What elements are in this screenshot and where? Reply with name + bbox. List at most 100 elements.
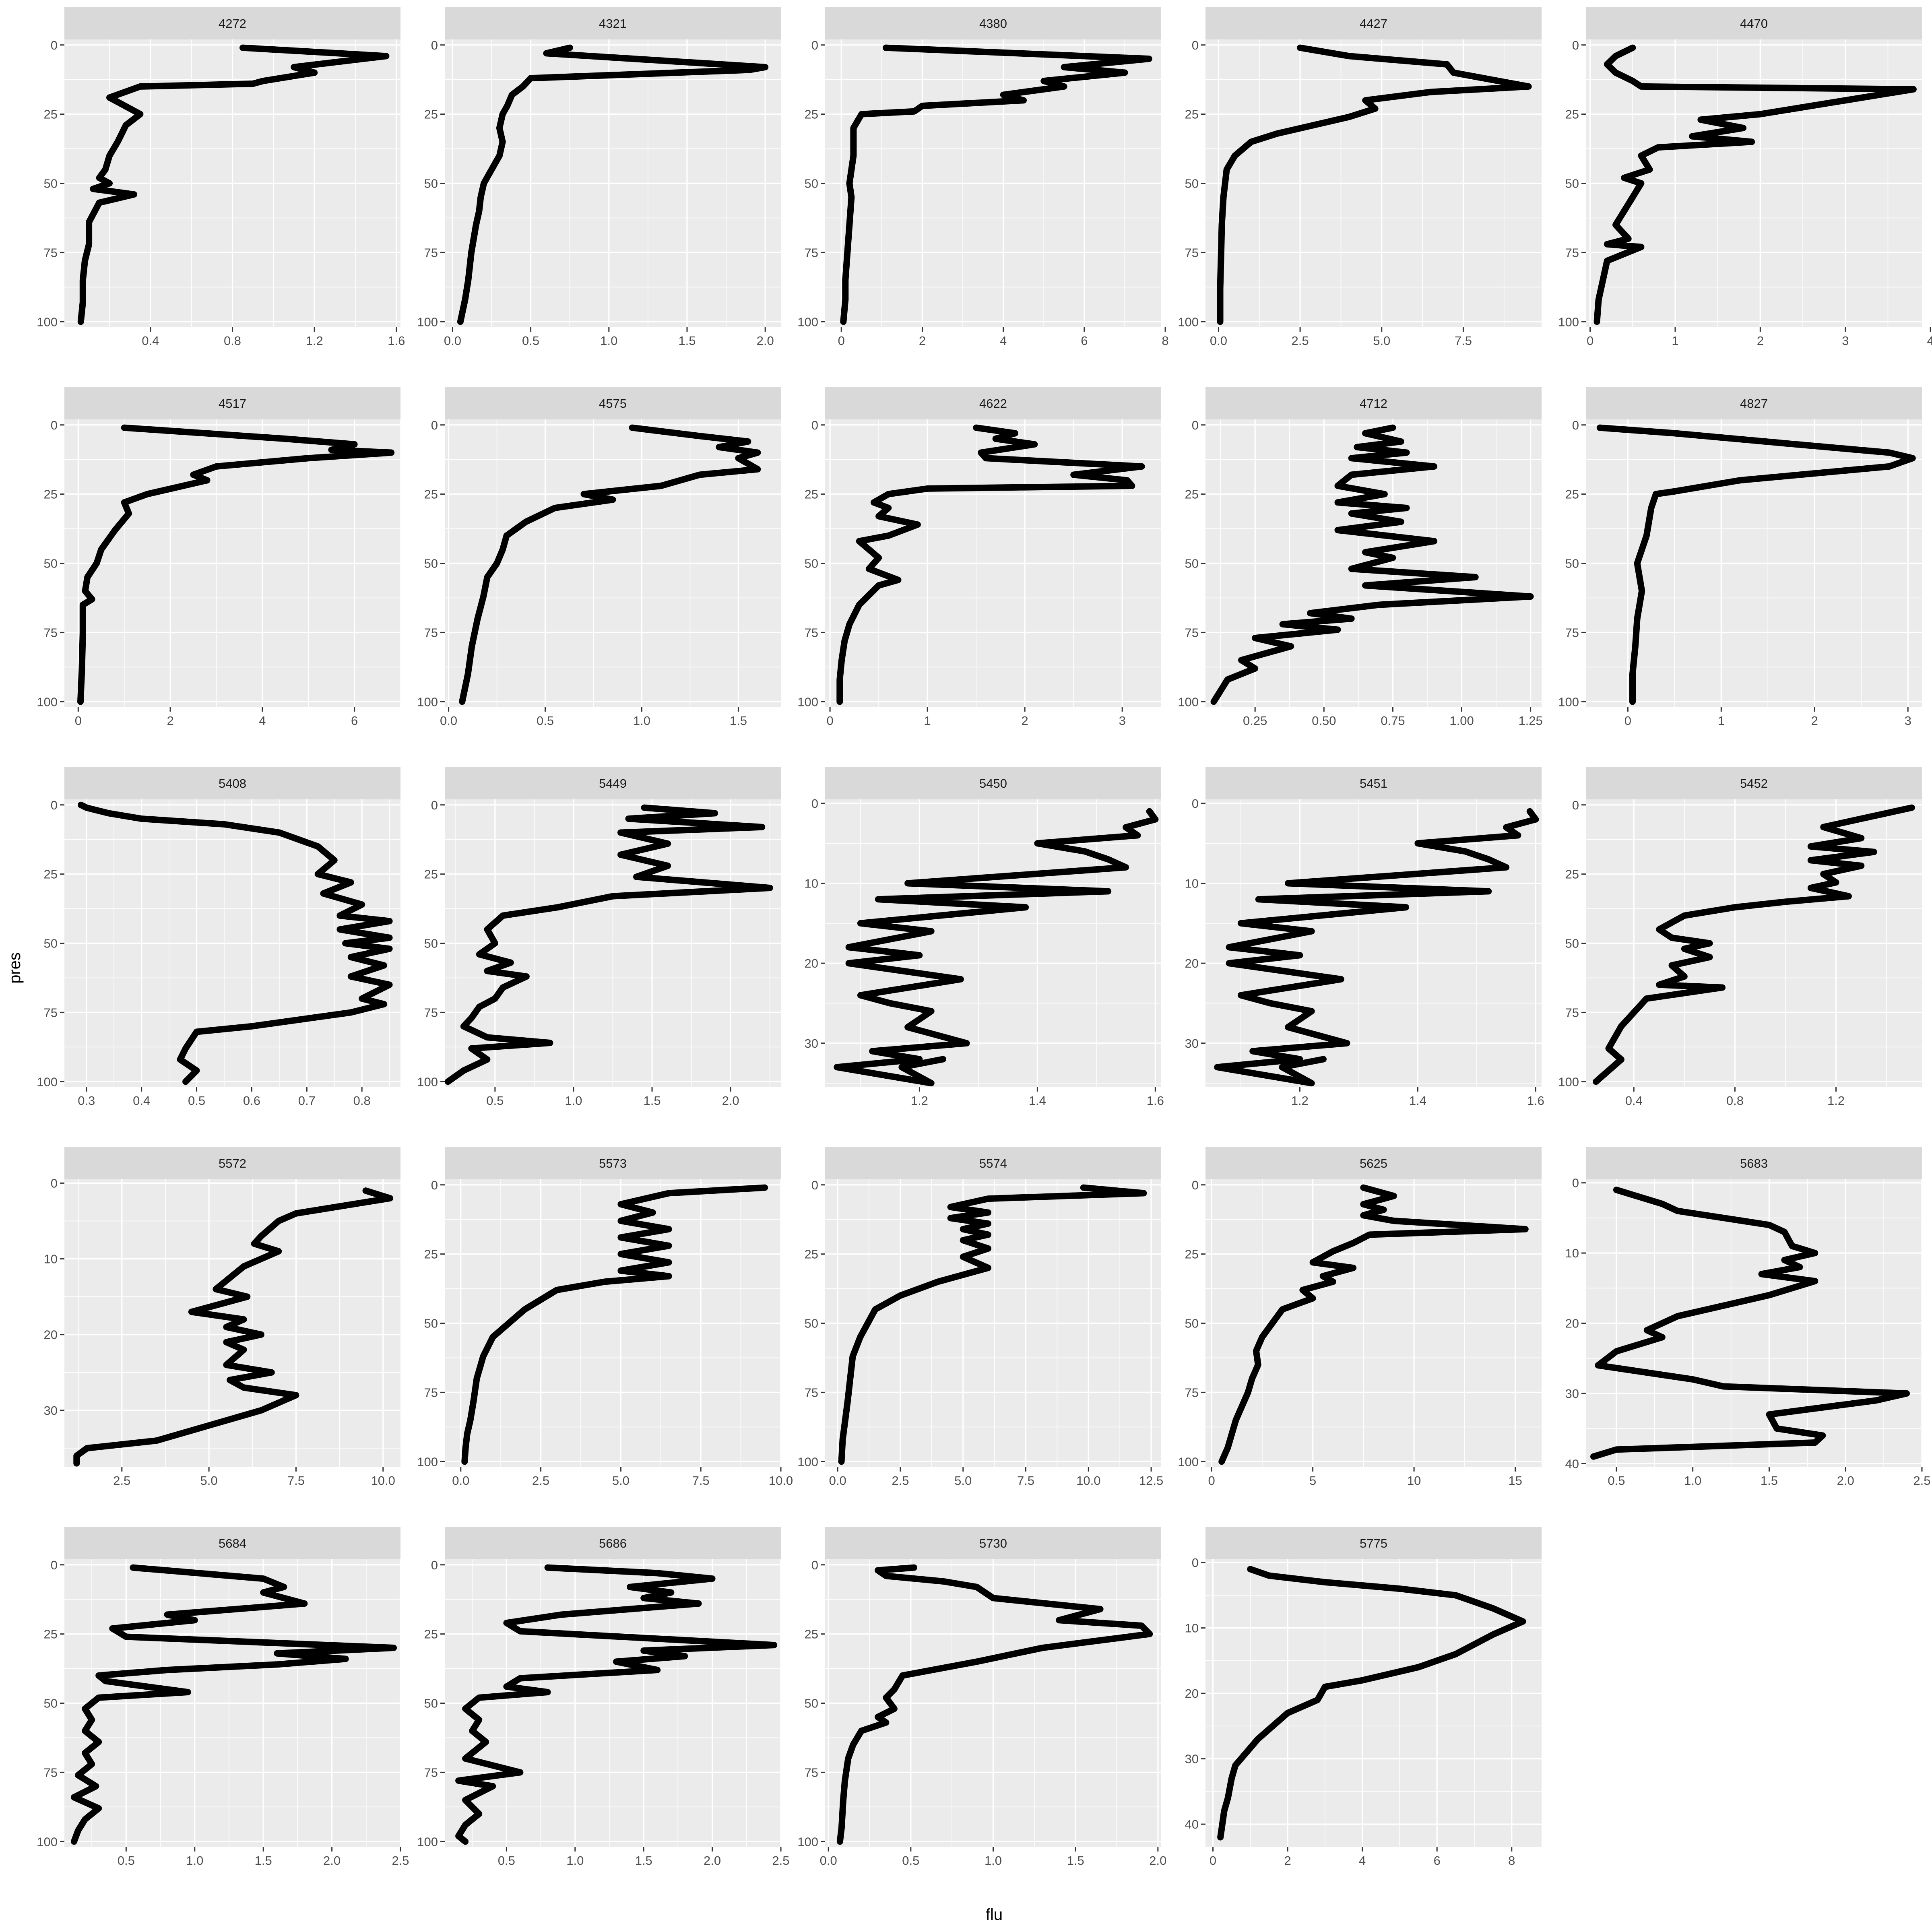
y-tick-label: 75 <box>805 1765 818 1779</box>
x-tick-label: 1.5 <box>643 1094 661 1108</box>
facet-strip <box>64 767 400 799</box>
y-tick-label: 50 <box>44 937 58 951</box>
x-tick-label: 4 <box>1359 1854 1366 1868</box>
y-tick-label: 25 <box>424 1627 438 1641</box>
x-tick-label: 7.5 <box>692 1474 710 1488</box>
x-tick-label: 0 <box>1624 714 1631 728</box>
x-tick-label: 1.4 <box>1409 1094 1426 1108</box>
facet-panel-5573: 5573 0.0 2.5 5.0 7.5 10.0 0 25 50 75 100 <box>417 1147 793 1488</box>
x-tick-label: 10.0 <box>371 1474 395 1488</box>
y-tick-label: 100 <box>1178 695 1199 709</box>
y-tick-label: 40 <box>1565 1457 1579 1471</box>
facet-panel-5730: 5730 0.0 0.5 1.0 1.5 2.0 0 25 50 75 100 <box>797 1527 1166 1868</box>
y-tick-label: 25 <box>44 1627 58 1641</box>
x-tick-label: 7.5 <box>1455 334 1472 348</box>
x-tick-label: 0 <box>1210 1854 1216 1868</box>
y-tick-label: 50 <box>1565 937 1579 951</box>
x-tick-label: 1.0 <box>565 1094 582 1108</box>
y-tick-label: 0 <box>1572 418 1579 432</box>
y-tick-label: 25 <box>44 487 58 502</box>
y-tick-label: 50 <box>805 1697 818 1711</box>
x-tick-label: 2.0 <box>704 1854 721 1868</box>
facet-strip <box>64 1527 400 1559</box>
x-tick-label: 2 <box>1757 334 1764 348</box>
x-tick-label: 1.5 <box>1067 1854 1084 1868</box>
panel-background <box>1205 1559 1542 1847</box>
x-tick-label: 0.8 <box>224 334 241 348</box>
y-tick-label: 75 <box>805 625 818 640</box>
y-tick-label: 25 <box>1565 867 1579 881</box>
x-tick-label: 1.0 <box>600 334 617 348</box>
y-tick-label: 50 <box>44 1697 58 1711</box>
x-tick-label: 1.6 <box>1147 1094 1164 1108</box>
y-tick-label: 25 <box>424 487 438 502</box>
x-tick-label: 1.6 <box>1527 1094 1544 1108</box>
facet-strip <box>445 387 781 419</box>
facet-panel-5408: 5408 0.3 0.4 0.5 0.6 0.7 0.8 0 25 50 75 100 <box>37 767 400 1108</box>
profile-line-5683 <box>1590 1187 1910 1460</box>
x-tick-label: 2.0 <box>1837 1474 1854 1488</box>
facet-strip-label: 5572 <box>219 1156 246 1170</box>
facet-panel-4517: 4517 0 2 4 6 0 25 50 75 100 <box>37 387 401 728</box>
x-tick-label: 4 <box>1000 334 1007 348</box>
y-tick-label: 25 <box>1185 1247 1199 1261</box>
y-tick-label: 50 <box>805 557 818 571</box>
y-tick-label: 0 <box>51 1176 58 1190</box>
facet-strip <box>825 1527 1161 1559</box>
y-tick-label: 10 <box>1565 1246 1579 1260</box>
profile-line-5684 <box>70 1564 397 1845</box>
facet-strip-label: 4575 <box>599 396 627 411</box>
x-tick-label: 0.5 <box>486 1094 504 1108</box>
profile-line-4272 <box>77 44 390 325</box>
y-tick-label: 30 <box>1185 1036 1199 1051</box>
profile-line-4575 <box>459 424 761 705</box>
facet-panel-5452: 5452 0.4 0.8 1.2 0 25 50 75 100 <box>1558 767 1922 1108</box>
y-tick-label: 25 <box>424 107 438 122</box>
y-tick-label: 0 <box>1192 797 1199 811</box>
facet-panel-4321: 4321 0.0 0.5 1.0 1.5 2.0 0 25 50 75 100 <box>417 7 781 348</box>
x-tick-label: 0.0 <box>1210 334 1227 348</box>
y-tick-label: 75 <box>424 246 438 260</box>
y-tick-label: 0 <box>431 38 438 52</box>
profile-line-5450 <box>834 808 1159 1087</box>
y-tick-label: 50 <box>1565 177 1579 191</box>
y-tick-label: 0 <box>51 1558 58 1572</box>
x-axis-title: flu <box>986 1906 1003 1924</box>
profile-line-4517 <box>77 424 395 705</box>
y-tick-label: 0 <box>1572 1176 1579 1190</box>
profile-line-4712 <box>1210 424 1534 705</box>
y-tick-label: 25 <box>424 1247 438 1261</box>
x-tick-label: 6 <box>1081 334 1088 348</box>
x-tick-label: 4 <box>1927 334 1932 348</box>
profile-line-4827 <box>1596 424 1916 705</box>
y-tick-label: 20 <box>1185 956 1199 970</box>
x-tick-label: 0.5 <box>118 1854 135 1868</box>
y-tick-label: 10 <box>1185 1621 1199 1635</box>
y-tick-label: 25 <box>44 867 58 881</box>
y-tick-label: 30 <box>1185 1752 1199 1766</box>
y-tick-label: 50 <box>805 177 818 191</box>
y-tick-label: 25 <box>1565 107 1579 122</box>
y-tick-label: 50 <box>424 1317 438 1331</box>
facet-strip-label: 5684 <box>219 1536 246 1550</box>
facet-panel-5625: 5625 0 5 10 15 0 25 50 75 100 <box>1178 1147 1542 1488</box>
y-tick-label: 0 <box>51 418 58 432</box>
y-tick-label: 0 <box>811 1558 818 1572</box>
facet-strip <box>1205 1527 1542 1559</box>
y-tick-label: 100 <box>37 1075 58 1089</box>
x-tick-label: 0 <box>826 714 833 728</box>
y-tick-label: 100 <box>37 695 58 709</box>
y-tick-label: 0 <box>51 38 58 52</box>
y-tick-label: 20 <box>44 1328 58 1342</box>
y-tick-label: 0 <box>431 418 438 432</box>
x-tick-label: 3 <box>1905 714 1911 728</box>
x-tick-label: 10 <box>1407 1474 1421 1488</box>
x-tick-label: 2 <box>1284 1854 1291 1868</box>
y-tick-label: 75 <box>424 1005 438 1020</box>
profile-line-5408 <box>78 801 393 1085</box>
x-tick-label: 0.5 <box>1608 1474 1625 1488</box>
facet-panel-5684: 5684 0.5 1.0 1.5 2.0 2.5 0 25 50 75 100 <box>37 1527 409 1868</box>
y-tick-label: 0 <box>811 1178 818 1192</box>
x-tick-label: 0.4 <box>142 334 159 348</box>
x-tick-label: 0.25 <box>1243 714 1267 728</box>
